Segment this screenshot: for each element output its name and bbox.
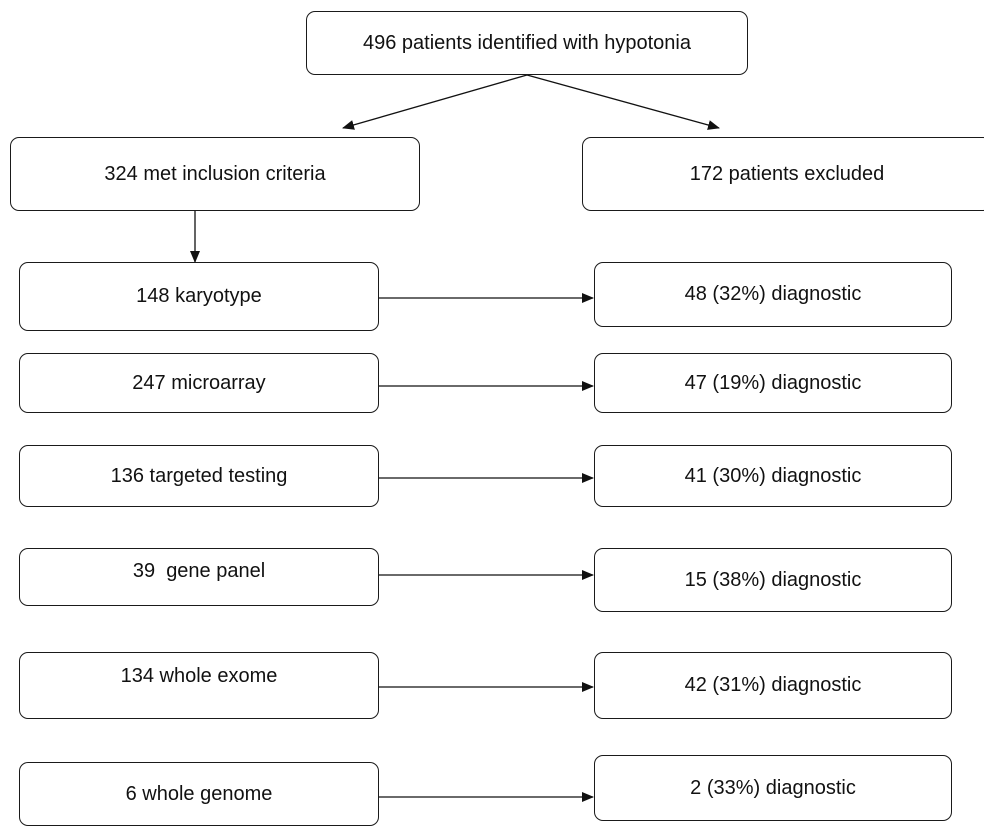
test-box-karyotype: 148 karyotype bbox=[19, 262, 379, 331]
identified-patients-box: 496 patients identified with hypotonia bbox=[306, 11, 748, 75]
test-label: 39 gene panel bbox=[132, 560, 266, 582]
identified-patients-label: 496 patients identified with hypotonia bbox=[362, 31, 691, 54]
inclusion-box: 324 met inclusion criteria bbox=[10, 137, 420, 211]
test-box-microarray: 247 microarray bbox=[19, 353, 379, 413]
result-box-gene-panel: 15 (38%) diagnostic bbox=[594, 548, 952, 612]
test-box-whole-exome: 134 whole exome bbox=[19, 652, 379, 719]
result-box-karyotype: 48 (32%) diagnostic bbox=[594, 262, 952, 327]
test-label: 6 whole genome bbox=[125, 782, 273, 805]
result-label: 48 (32%) diagnostic bbox=[684, 283, 862, 305]
excluded-box: 172 patients excluded bbox=[582, 137, 984, 211]
test-box-gene-panel: 39 gene panel bbox=[19, 548, 379, 606]
inclusion-label: 324 met inclusion criteria bbox=[104, 162, 326, 185]
result-label: 47 (19%) diagnostic bbox=[684, 371, 862, 394]
result-label: 42 (31%) diagnostic bbox=[684, 674, 862, 696]
result-label: 2 (33%) diagnostic bbox=[690, 776, 856, 799]
result-box-targeted-testing: 41 (30%) diagnostic bbox=[594, 445, 952, 507]
test-label: 134 whole exome bbox=[120, 665, 278, 687]
excluded-label: 172 patients excluded bbox=[689, 162, 885, 185]
test-box-targeted-testing: 136 targeted testing bbox=[19, 445, 379, 507]
arrow-top-to-excluded bbox=[526, 74, 720, 130]
result-label: 41 (30%) diagnostic bbox=[684, 464, 862, 487]
test-box-whole-genome: 6 whole genome bbox=[19, 762, 379, 826]
result-label: 15 (38%) diagnostic bbox=[684, 568, 862, 591]
result-box-microarray: 47 (19%) diagnostic bbox=[594, 353, 952, 413]
result-box-whole-exome: 42 (31%) diagnostic bbox=[594, 652, 952, 719]
test-label: 148 karyotype bbox=[136, 285, 262, 307]
test-label: 136 targeted testing bbox=[110, 464, 288, 487]
test-label: 247 microarray bbox=[132, 371, 266, 394]
result-box-whole-genome: 2 (33%) diagnostic bbox=[594, 755, 952, 821]
arrow-top-to-included bbox=[342, 74, 528, 130]
